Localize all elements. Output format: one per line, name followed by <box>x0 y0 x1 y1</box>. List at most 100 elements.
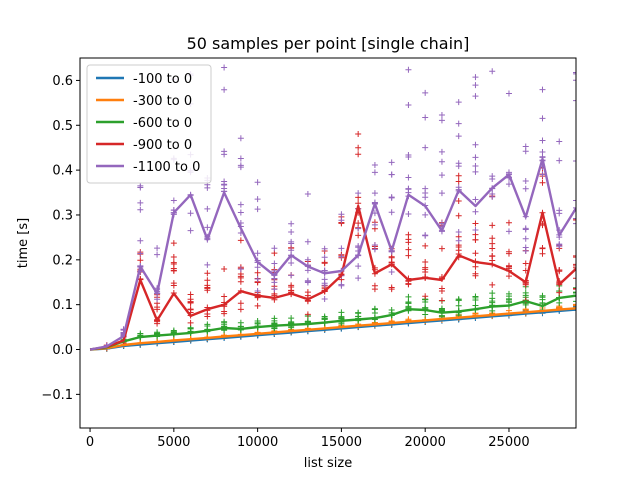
plot-frame <box>79 57 577 429</box>
sample-marker <box>505 298 512 305</box>
sample-marker <box>505 290 512 297</box>
sample-marker <box>237 237 244 244</box>
legend: -100 to 0 -300 to 0 -600 to 0 -900 to 0 -110… <box>86 64 212 184</box>
sample-marker <box>355 232 362 239</box>
sample-marker <box>221 86 228 93</box>
sample-marker <box>221 265 228 272</box>
sample-marker <box>573 261 576 268</box>
sample-marker <box>221 64 228 71</box>
sample-marker <box>438 297 445 304</box>
sample-marker <box>556 210 563 217</box>
y-axis: −0.1 0.0 0.1 0.2 0.3 0.4 0.5 0.6 <box>41 74 80 403</box>
sample-marker <box>455 198 462 205</box>
sample-marker <box>388 159 395 166</box>
sample-marker <box>455 99 462 106</box>
sample-marker <box>422 211 429 218</box>
sample-marker <box>455 178 462 185</box>
sample-marker <box>472 162 479 169</box>
legend-label-4: -900 to 0 <box>133 138 192 153</box>
sample-marker <box>405 101 412 108</box>
y-tick-label: 0.6 <box>52 74 73 89</box>
sample-marker <box>422 114 429 121</box>
sample-marker <box>204 270 211 277</box>
sample-marker <box>573 284 576 291</box>
sample-marker <box>405 252 412 259</box>
sample-marker <box>170 280 177 287</box>
sample-marker <box>355 275 362 282</box>
sample-marker <box>422 266 429 273</box>
sample-marker <box>405 293 412 300</box>
sample-marker <box>237 164 244 171</box>
sample-marker <box>405 246 412 253</box>
series-line-1 <box>90 308 576 351</box>
sample-marker <box>573 303 576 310</box>
sample-marker <box>573 302 576 309</box>
sample-marker <box>455 133 462 140</box>
sample-marker <box>489 222 496 229</box>
sample-marker <box>388 268 395 275</box>
sample-marker <box>489 68 496 75</box>
sample-marker <box>438 190 445 197</box>
sample-marker <box>489 252 496 259</box>
sample-marker <box>472 272 479 279</box>
sample-marker <box>539 171 546 178</box>
sample-marker <box>573 69 576 76</box>
sample-marker <box>371 309 378 316</box>
sample-marker <box>237 155 244 162</box>
sample-marker <box>472 250 479 257</box>
sample-marker <box>522 143 529 150</box>
sample-marker <box>254 250 261 257</box>
sample-marker <box>438 117 445 124</box>
sample-marker <box>573 285 576 292</box>
y-tick-label: 0.3 <box>52 208 73 223</box>
sample-marker <box>405 66 412 73</box>
sample-marker <box>321 245 328 252</box>
sample-marker <box>489 281 496 288</box>
sample-marker <box>505 219 512 226</box>
sample-marker <box>204 261 211 268</box>
y-tick-label: 0.1 <box>52 298 73 313</box>
sample-marker <box>221 321 228 328</box>
sample-marker <box>472 220 479 227</box>
sample-marker <box>271 286 278 293</box>
sample-marker <box>573 301 576 308</box>
sample-marker <box>522 226 529 233</box>
sample-marker <box>288 259 295 266</box>
sample-marker <box>522 244 529 251</box>
sample-marker <box>573 289 576 296</box>
legend-label-3: -600 to 0 <box>133 116 192 131</box>
chart-title: 50 samples per point [single chain] <box>187 34 470 53</box>
sample-marker <box>505 181 512 188</box>
sample-marker <box>237 135 244 142</box>
sample-marker <box>304 311 311 318</box>
sample-marker <box>237 300 244 307</box>
sample-marker <box>489 245 496 252</box>
sample-marker <box>355 310 362 317</box>
sample-marker <box>573 264 576 271</box>
sample-marker <box>422 144 429 151</box>
sample-marker <box>472 236 479 243</box>
sample-marker <box>288 220 295 227</box>
legend-box <box>86 64 212 184</box>
sample-marker <box>304 277 311 284</box>
sample-marker <box>371 169 378 176</box>
sample-marker <box>505 90 512 97</box>
sample-marker <box>237 209 244 216</box>
sample-marker <box>455 120 462 127</box>
sample-marker <box>455 302 462 309</box>
sample-marker <box>556 289 563 296</box>
x-axis: 0 5000 10000 15000 20000 25000 <box>86 428 530 450</box>
x-tick-label: 20000 <box>405 435 446 450</box>
sample-marker <box>539 137 546 144</box>
sample-marker <box>573 220 576 227</box>
sample-marker <box>422 242 429 249</box>
sample-marker <box>405 239 412 246</box>
sample-marker <box>338 281 345 288</box>
sample-marker <box>288 228 295 235</box>
sample-marker <box>321 276 328 283</box>
sample-marker <box>539 245 546 252</box>
sample-marker <box>472 82 479 89</box>
sample-marker <box>288 238 295 245</box>
sample-marker <box>338 211 345 218</box>
